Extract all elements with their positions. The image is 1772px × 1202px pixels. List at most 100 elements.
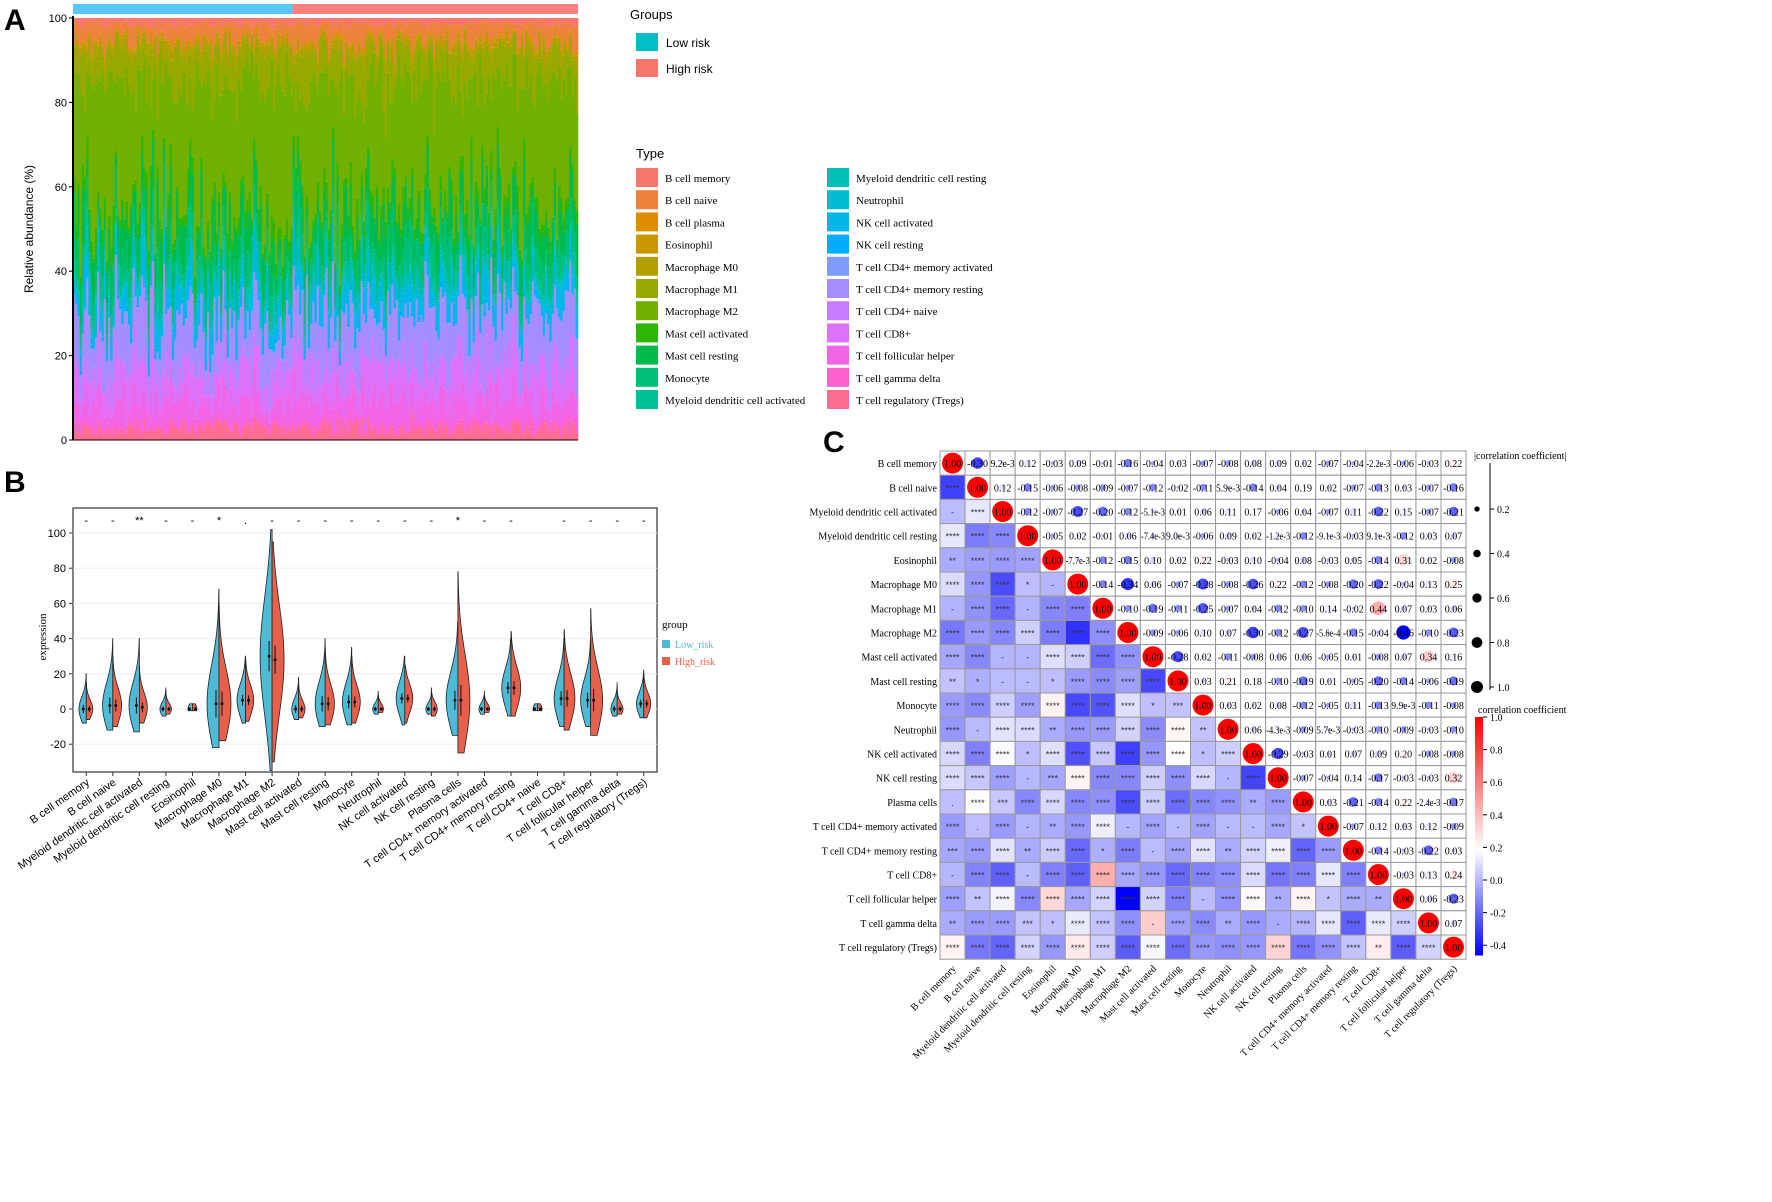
bar-segment bbox=[527, 18, 530, 23]
bar-segment bbox=[294, 287, 298, 290]
bar-segment bbox=[127, 18, 131, 26]
bar-segment bbox=[121, 198, 124, 207]
bar-segment bbox=[123, 383, 126, 427]
bar-segment bbox=[382, 329, 386, 332]
bar-segment bbox=[174, 384, 177, 403]
bar-segment bbox=[283, 26, 287, 38]
bar-segment bbox=[378, 427, 381, 435]
bar-segment bbox=[400, 316, 403, 367]
bar-segment bbox=[154, 289, 157, 316]
bar-segment bbox=[490, 18, 493, 27]
bar-segment bbox=[310, 319, 313, 325]
bar-segment bbox=[378, 322, 381, 326]
bar-segment bbox=[303, 288, 307, 325]
bar-segment bbox=[516, 209, 520, 248]
bar-segment bbox=[217, 200, 221, 228]
bar-segment bbox=[169, 45, 173, 61]
bar-segment bbox=[327, 64, 331, 96]
bar-segment bbox=[332, 187, 335, 204]
bar-segment bbox=[178, 428, 181, 431]
bar-segment bbox=[457, 338, 460, 387]
bar-segment bbox=[354, 52, 357, 61]
bar-segment bbox=[485, 262, 489, 266]
bar-segment bbox=[481, 305, 484, 362]
bar-segment bbox=[266, 50, 269, 90]
bar-segment bbox=[108, 215, 111, 229]
bar-segment bbox=[487, 43, 491, 52]
bar-segment bbox=[525, 29, 528, 31]
bar-segment bbox=[290, 339, 293, 367]
bar-segment bbox=[189, 371, 192, 376]
bar-segment bbox=[413, 48, 416, 57]
bar-segment bbox=[222, 270, 225, 273]
bar-segment bbox=[527, 34, 530, 38]
bar-segment bbox=[259, 281, 263, 292]
bar-segment bbox=[130, 338, 133, 343]
bar-segment bbox=[417, 295, 421, 299]
bar-segment bbox=[542, 386, 546, 419]
bar-segment bbox=[343, 268, 346, 275]
bar-segment bbox=[444, 220, 447, 263]
bar-segment bbox=[485, 304, 489, 335]
bar-segment bbox=[494, 367, 498, 370]
bar-segment bbox=[88, 42, 91, 74]
bar-segment bbox=[485, 207, 489, 249]
bar-segment bbox=[187, 51, 190, 104]
bar-segment bbox=[79, 398, 83, 402]
bar-segment bbox=[272, 220, 276, 242]
bar-segment bbox=[108, 228, 111, 268]
bar-segment bbox=[314, 18, 318, 27]
sample-bar bbox=[204, 18, 208, 440]
sample-bar bbox=[448, 18, 451, 440]
bar-segment bbox=[487, 306, 491, 311]
bar-segment bbox=[512, 173, 515, 216]
bar-segment bbox=[97, 226, 100, 229]
bar-segment bbox=[253, 139, 256, 151]
bar-segment bbox=[204, 259, 208, 301]
bar-segment bbox=[435, 392, 438, 396]
bar-segment bbox=[459, 169, 462, 207]
bar-segment bbox=[413, 56, 416, 70]
bar-segment bbox=[255, 18, 258, 23]
bar-segment bbox=[189, 289, 192, 372]
bar-segment bbox=[516, 258, 520, 264]
bar-segment bbox=[220, 372, 223, 374]
bar-segment bbox=[312, 220, 315, 228]
bar-segment bbox=[180, 222, 184, 265]
bar-segment bbox=[367, 32, 370, 34]
bar-segment bbox=[334, 22, 337, 37]
bar-segment bbox=[246, 294, 249, 305]
bar-segment bbox=[246, 422, 249, 425]
bar-segment bbox=[202, 430, 206, 440]
bar-segment bbox=[426, 275, 429, 279]
bar-segment bbox=[450, 430, 454, 435]
bar-segment bbox=[303, 42, 307, 45]
bar-segment bbox=[516, 53, 520, 61]
bar-segment bbox=[340, 18, 344, 24]
bar-segment bbox=[180, 298, 184, 304]
bar-segment bbox=[378, 49, 381, 62]
bar-segment bbox=[490, 215, 493, 223]
bar-segment bbox=[527, 301, 530, 305]
bar-segment bbox=[209, 44, 212, 85]
bar-segment bbox=[527, 326, 530, 387]
bar-segment bbox=[296, 33, 300, 37]
bar-segment bbox=[191, 255, 195, 289]
bar-segment bbox=[103, 18, 107, 30]
bar-segment bbox=[349, 246, 353, 258]
bar-segment bbox=[540, 299, 544, 302]
bar-segment bbox=[154, 384, 157, 386]
bar-segment bbox=[114, 232, 118, 251]
bar-segment bbox=[198, 226, 201, 232]
bar-segment bbox=[384, 306, 388, 323]
bar-segment bbox=[444, 280, 447, 291]
bar-segment bbox=[468, 62, 471, 80]
sample-bar bbox=[468, 18, 471, 440]
bar-segment bbox=[312, 51, 315, 73]
bar-segment bbox=[110, 314, 113, 330]
bar-segment bbox=[531, 176, 535, 190]
bar-segment bbox=[163, 194, 166, 209]
sample-bar bbox=[545, 18, 548, 440]
bar-segment bbox=[501, 40, 504, 44]
